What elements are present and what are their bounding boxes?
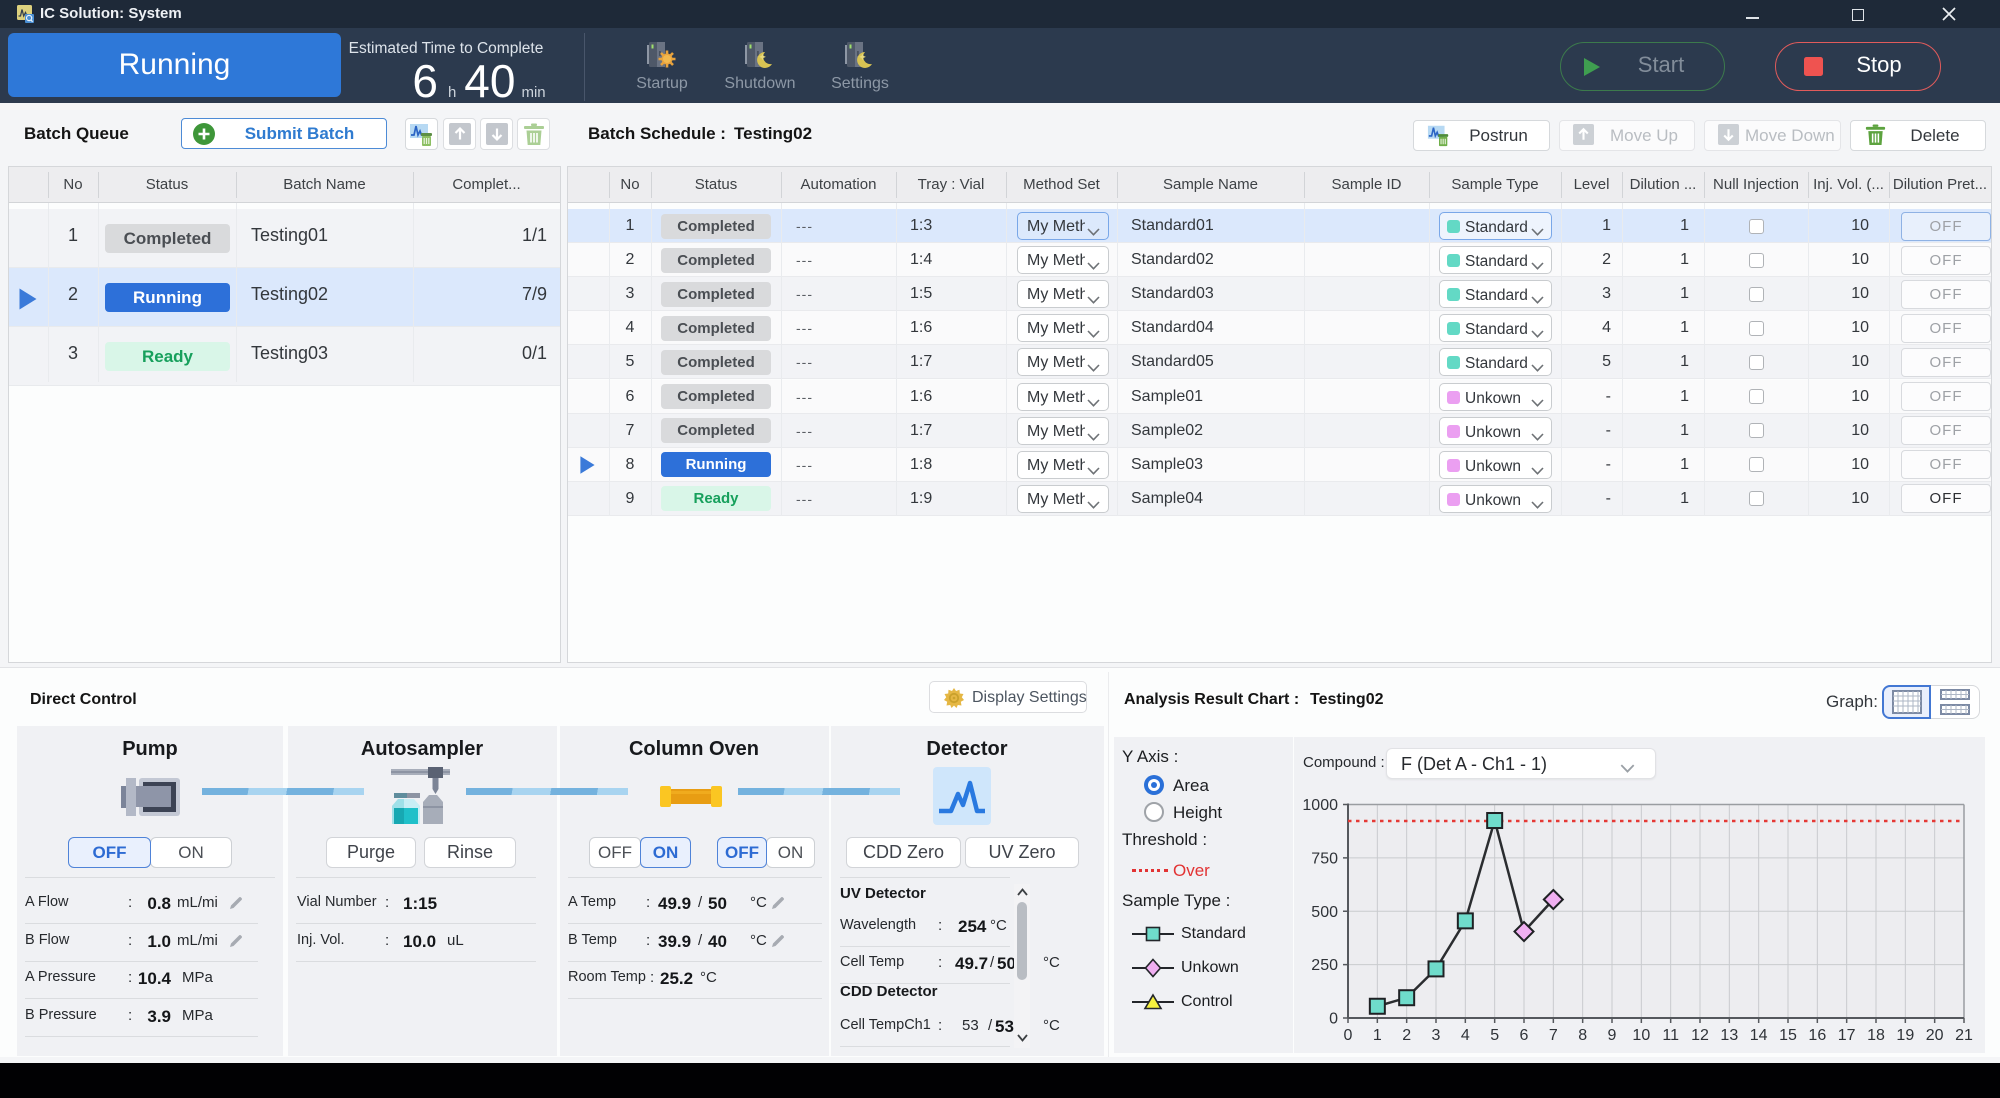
svg-text:1000: 1000 bbox=[1302, 797, 1338, 814]
svg-text:5: 5 bbox=[1490, 1027, 1499, 1044]
svg-text:250: 250 bbox=[1311, 957, 1338, 974]
svg-text:17: 17 bbox=[1838, 1027, 1856, 1044]
svg-text:2: 2 bbox=[1402, 1027, 1411, 1044]
svg-text:750: 750 bbox=[1311, 850, 1338, 867]
svg-text:13: 13 bbox=[1720, 1027, 1738, 1044]
svg-text:9: 9 bbox=[1608, 1027, 1617, 1044]
svg-text:19: 19 bbox=[1896, 1027, 1914, 1044]
svg-text:1: 1 bbox=[1373, 1027, 1382, 1044]
svg-text:6: 6 bbox=[1520, 1027, 1529, 1044]
svg-text:14: 14 bbox=[1750, 1027, 1768, 1044]
svg-text:12: 12 bbox=[1691, 1027, 1709, 1044]
svg-text:15: 15 bbox=[1779, 1027, 1797, 1044]
svg-text:10: 10 bbox=[1632, 1027, 1650, 1044]
svg-text:8: 8 bbox=[1578, 1027, 1587, 1044]
svg-text:20: 20 bbox=[1926, 1027, 1944, 1044]
svg-text:0: 0 bbox=[1329, 1011, 1338, 1028]
svg-text:18: 18 bbox=[1867, 1027, 1885, 1044]
svg-text:21: 21 bbox=[1955, 1027, 1973, 1044]
svg-text:11: 11 bbox=[1662, 1027, 1679, 1044]
svg-text:3: 3 bbox=[1432, 1027, 1441, 1044]
svg-text:0: 0 bbox=[1344, 1027, 1353, 1044]
svg-text:7: 7 bbox=[1549, 1027, 1558, 1044]
svg-text:500: 500 bbox=[1311, 904, 1338, 921]
svg-text:4: 4 bbox=[1461, 1027, 1470, 1044]
svg-text:16: 16 bbox=[1808, 1027, 1826, 1044]
